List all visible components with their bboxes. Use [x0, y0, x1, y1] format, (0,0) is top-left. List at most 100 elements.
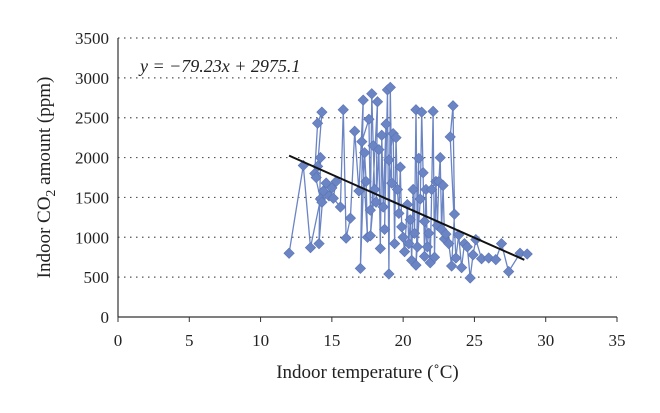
x-tick-label: 5	[185, 331, 194, 350]
data-point	[364, 230, 376, 242]
data-point	[327, 192, 339, 204]
data-point	[426, 183, 438, 196]
y-tick-label: 2500	[75, 109, 109, 128]
data-point	[427, 105, 439, 117]
data-point	[397, 231, 409, 243]
data-point	[440, 228, 452, 240]
data-point	[337, 104, 349, 116]
x-tick-label: 15	[323, 331, 340, 350]
data-point	[367, 139, 379, 152]
data-point	[403, 238, 415, 250]
data-point	[316, 106, 328, 118]
data-point	[366, 88, 378, 100]
data-point	[428, 251, 441, 263]
x-tick-label: 20	[395, 331, 412, 350]
trendline-path	[288, 154, 525, 261]
data-point	[310, 171, 322, 184]
y-tick-label: 500	[84, 268, 110, 287]
data-point	[417, 167, 429, 179]
data-point	[407, 183, 419, 196]
axes	[117, 38, 618, 322]
x-tick-label: 35	[609, 331, 626, 350]
data-point	[384, 81, 396, 94]
x-tick-label: 30	[537, 331, 554, 350]
data-point	[359, 147, 371, 159]
x-tick-label: 0	[114, 331, 123, 350]
data-point	[450, 252, 462, 264]
data-point	[393, 207, 405, 219]
y-axis-title: Indoor CO2 amount (ppm)	[34, 77, 59, 279]
data-point	[356, 136, 368, 148]
data-point	[349, 125, 361, 137]
y-tick-label: 0	[101, 308, 110, 327]
data-point	[316, 196, 328, 208]
data-point	[373, 143, 385, 156]
data-point	[330, 175, 342, 188]
data-point	[378, 223, 391, 235]
y-tick-label: 3000	[75, 69, 109, 88]
data-point	[416, 106, 428, 118]
data-point	[304, 242, 317, 254]
data-point	[443, 238, 455, 250]
data-series	[283, 81, 533, 284]
data-point	[383, 268, 395, 280]
x-axis-title: Indoor temperature (˚C)	[276, 362, 459, 383]
data-point	[448, 208, 461, 220]
data-point	[396, 221, 408, 233]
y-tick-labels: 0 500 1000 1500 2000 2500 3000 3500	[75, 29, 109, 327]
data-point	[364, 204, 376, 216]
data-point	[418, 250, 431, 263]
data-point	[414, 193, 426, 205]
y-tick-label: 1500	[75, 188, 109, 207]
data-point	[371, 96, 384, 108]
data-point	[360, 175, 372, 188]
data-point	[388, 238, 401, 250]
x-tick-label: 25	[466, 331, 483, 350]
data-point	[467, 249, 479, 261]
y-tick-label: 1000	[75, 228, 109, 247]
data-point	[413, 152, 425, 164]
data-point	[354, 262, 366, 274]
data-point	[503, 265, 515, 278]
data-point	[376, 129, 388, 141]
data-point	[418, 215, 431, 227]
data-point	[386, 177, 398, 189]
y-axis-title-subscript: 2	[44, 190, 59, 197]
data-point	[391, 183, 404, 196]
data-point	[444, 131, 456, 143]
data-point	[408, 227, 421, 239]
data-point	[521, 248, 533, 260]
data-point	[334, 201, 347, 213]
data-point	[380, 118, 392, 130]
data-point	[398, 246, 411, 258]
data-point	[374, 242, 386, 255]
data-point	[455, 261, 468, 274]
y-tick-label: 2000	[75, 149, 109, 168]
data-point	[461, 241, 473, 253]
data-point	[314, 151, 327, 164]
y-axis-title-part: amount (ppm)	[34, 77, 55, 190]
data-point	[434, 151, 446, 164]
data-point	[490, 253, 502, 266]
data-point	[464, 272, 476, 284]
data-point	[283, 247, 295, 259]
data-point	[344, 212, 357, 224]
trendline	[288, 154, 525, 261]
data-point	[410, 259, 422, 271]
data-point	[411, 241, 424, 253]
x-tick-label: 10	[252, 331, 269, 350]
data-point	[370, 196, 382, 208]
data-point	[445, 260, 458, 272]
data-point	[404, 214, 416, 226]
data-point	[394, 161, 406, 173]
data-point	[447, 100, 459, 112]
data-point	[363, 113, 375, 125]
data-point	[390, 132, 402, 144]
data-point	[421, 241, 434, 253]
data-point	[357, 94, 369, 106]
data-point	[423, 227, 435, 239]
data-point	[311, 117, 324, 129]
regression-equation: y = −79.23x + 2975.1	[138, 56, 300, 76]
data-point	[437, 179, 449, 192]
